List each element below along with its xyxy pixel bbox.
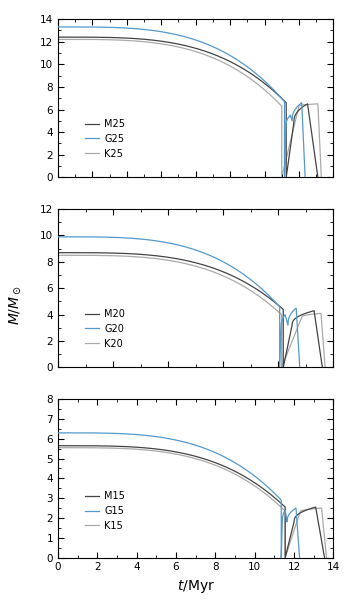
K15 (283, 554, 287, 561)
G25 (282, 174, 286, 181)
G20 (111, 234, 116, 241)
Legend: M15, G15, K15: M15, G15, K15 (85, 491, 125, 531)
K15 (82, 444, 86, 451)
G15 (224, 454, 228, 461)
M15 (322, 554, 327, 561)
G25 (207, 41, 211, 49)
K15 (200, 457, 204, 464)
M20 (210, 264, 214, 271)
M25 (193, 45, 197, 52)
M25 (148, 36, 153, 43)
G20 (223, 259, 227, 266)
G20 (278, 364, 282, 371)
M25 (82, 34, 86, 41)
M25 (316, 174, 320, 181)
K20 (255, 291, 259, 298)
G15 (112, 429, 116, 437)
M20 (56, 249, 60, 256)
M15 (148, 445, 152, 452)
Line: G20: G20 (58, 237, 300, 367)
G15 (56, 429, 60, 437)
G20 (204, 250, 208, 257)
M20 (147, 251, 151, 259)
K15 (258, 486, 262, 493)
Line: M25: M25 (58, 37, 318, 178)
Legend: M25, G25, K25: M25, G25, K25 (85, 119, 125, 159)
M20 (82, 249, 86, 256)
G20 (117, 234, 121, 241)
M20 (198, 260, 203, 268)
Line: M20: M20 (58, 253, 322, 367)
M20 (191, 259, 195, 266)
Legend: M20, G20, K20: M20, G20, K20 (85, 309, 125, 349)
Line: G25: G25 (58, 27, 305, 178)
K25 (146, 38, 151, 46)
G20 (297, 364, 302, 371)
K15 (148, 447, 152, 454)
M20 (320, 364, 324, 371)
K25 (56, 36, 60, 43)
G15 (297, 554, 302, 561)
K15 (324, 554, 329, 561)
Line: M15: M15 (58, 446, 324, 558)
M25 (56, 34, 60, 41)
K20 (56, 252, 60, 259)
M15 (283, 554, 287, 561)
Line: K25: K25 (58, 40, 321, 178)
K15 (56, 444, 60, 451)
K20 (190, 262, 194, 269)
M15 (258, 483, 262, 490)
X-axis label: $t$/Myr: $t$/Myr (177, 578, 215, 595)
M25 (200, 47, 204, 54)
G25 (303, 174, 307, 181)
K20 (209, 267, 213, 274)
K25 (81, 36, 86, 43)
Line: K20: K20 (58, 256, 325, 367)
M25 (259, 77, 263, 84)
Text: $M/M_\odot$: $M/M_\odot$ (7, 285, 23, 325)
K25 (209, 53, 213, 60)
G25 (113, 24, 117, 31)
G25 (226, 51, 230, 58)
K15 (192, 454, 196, 462)
K25 (197, 49, 202, 57)
G20 (65, 233, 70, 240)
G25 (161, 28, 165, 35)
K25 (319, 174, 323, 181)
G15 (205, 445, 209, 453)
M15 (56, 442, 60, 450)
G15 (279, 554, 283, 561)
K20 (81, 252, 86, 259)
Line: G15: G15 (58, 433, 300, 558)
G25 (65, 23, 70, 30)
G25 (119, 24, 123, 31)
G15 (118, 430, 122, 437)
M25 (212, 51, 216, 58)
M20 (256, 287, 261, 294)
K25 (255, 80, 259, 87)
M15 (82, 442, 86, 450)
G25 (56, 23, 60, 30)
K20 (197, 264, 202, 271)
K25 (190, 47, 194, 54)
M15 (200, 454, 204, 462)
K20 (279, 364, 284, 371)
M15 (211, 458, 215, 465)
M20 (281, 364, 285, 371)
G20 (158, 238, 163, 245)
K25 (280, 174, 284, 181)
Line: K15: K15 (58, 448, 327, 558)
K20 (146, 254, 151, 262)
G15 (65, 429, 70, 437)
M15 (192, 452, 196, 459)
G20 (56, 233, 60, 240)
K15 (211, 461, 215, 468)
G15 (159, 434, 163, 441)
M25 (284, 174, 288, 181)
K20 (323, 364, 327, 371)
